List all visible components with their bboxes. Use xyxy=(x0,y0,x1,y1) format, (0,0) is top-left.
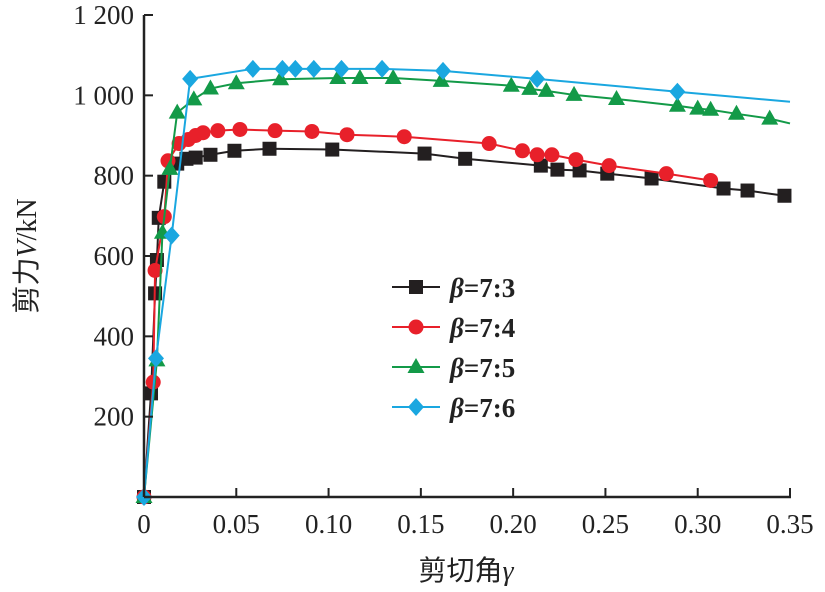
data-point xyxy=(188,150,203,165)
y-tick-label: 1 000 xyxy=(73,80,134,110)
data-point xyxy=(182,69,199,88)
data-point xyxy=(608,89,626,105)
data-point xyxy=(163,226,180,245)
series-line xyxy=(143,67,791,498)
x-tick-label: 0.30 xyxy=(674,509,721,539)
data-point xyxy=(669,82,686,101)
data-point xyxy=(374,59,391,78)
y-tick-label: 200 xyxy=(94,402,135,432)
data-point xyxy=(195,125,211,141)
data-point xyxy=(565,85,583,101)
data-point xyxy=(716,181,731,196)
series-circle xyxy=(136,121,719,505)
data-point xyxy=(568,152,584,168)
data-point xyxy=(287,59,304,78)
data-point xyxy=(272,70,290,86)
series-diamond xyxy=(136,59,791,506)
y-tick-label: 400 xyxy=(94,321,135,351)
data-point xyxy=(227,74,245,90)
data-point xyxy=(502,76,520,92)
series-line xyxy=(143,128,711,498)
data-point xyxy=(329,69,347,85)
x-tick-label: 0.05 xyxy=(213,509,260,539)
data-point xyxy=(333,59,350,78)
data-point xyxy=(761,109,779,125)
axes: 0 0.05 0.10 0.15 0.20 0.25 0.30 0.35 200 400 600 80… xyxy=(73,0,813,539)
data-point xyxy=(702,100,720,116)
legend: β=7:3 β=7:4 β=7:5 β=7:6 xyxy=(392,273,515,423)
data-point xyxy=(203,147,218,162)
data-point xyxy=(777,188,792,203)
x-tick-label: 0.25 xyxy=(582,509,629,539)
data-point xyxy=(274,59,291,78)
data-point xyxy=(384,69,402,85)
data-point xyxy=(544,147,560,163)
series-triangle xyxy=(135,69,791,503)
legend-item: β=7:6 xyxy=(392,393,515,423)
y-tick-label: 1 200 xyxy=(73,0,134,30)
data-point xyxy=(529,147,545,163)
legend-item: β=7:3 xyxy=(392,273,515,303)
legend-item: β=7:4 xyxy=(392,313,515,343)
data-point xyxy=(458,151,473,166)
y-tick-label: 600 xyxy=(94,241,135,271)
data-point xyxy=(210,123,226,139)
legend-label: β=7:3 xyxy=(449,273,515,303)
data-point xyxy=(396,129,412,145)
x-tick-label: 0.10 xyxy=(305,509,352,539)
legend-marker xyxy=(408,398,424,416)
legend-marker xyxy=(407,358,425,373)
data-point xyxy=(304,123,320,139)
data-point xyxy=(147,349,164,368)
y-axis-label: 剪力V/kN xyxy=(11,198,43,313)
data-point xyxy=(435,61,452,80)
legend-label: β=7:4 xyxy=(449,313,515,343)
data-point xyxy=(529,69,546,88)
legend-marker xyxy=(408,319,424,335)
data-point xyxy=(668,96,686,112)
x-tick-label: 0 xyxy=(137,509,151,539)
data-point xyxy=(727,104,745,120)
data-point xyxy=(232,121,248,137)
data-point xyxy=(689,99,707,115)
data-point xyxy=(201,79,219,95)
data-point xyxy=(550,162,565,177)
data-point xyxy=(537,81,555,97)
data-point xyxy=(351,69,369,85)
x-axis-label: 剪切角γ xyxy=(418,555,514,587)
plot-area xyxy=(135,59,792,506)
data-point xyxy=(339,127,355,143)
data-point xyxy=(267,123,283,139)
data-point xyxy=(227,143,242,158)
x-tick-label: 0.35 xyxy=(766,509,813,539)
data-point xyxy=(432,71,450,87)
legend-label: β=7:6 xyxy=(449,393,515,423)
data-point xyxy=(658,166,674,182)
data-point xyxy=(185,90,203,106)
legend-marker xyxy=(409,280,423,294)
data-point xyxy=(262,141,277,156)
data-point xyxy=(514,143,530,159)
data-point xyxy=(644,171,659,186)
data-point xyxy=(147,262,163,278)
x-tick-label: 0.20 xyxy=(490,509,537,539)
data-point xyxy=(325,142,340,157)
y-tick-label: 800 xyxy=(94,161,135,191)
data-point xyxy=(521,79,539,95)
data-point xyxy=(168,103,186,119)
data-point xyxy=(740,183,755,198)
data-point xyxy=(417,146,432,161)
data-point xyxy=(481,136,497,152)
data-point xyxy=(601,158,617,174)
data-point xyxy=(703,172,719,188)
data-point xyxy=(305,59,322,78)
data-point xyxy=(244,59,261,78)
legend-item: β=7:5 xyxy=(392,353,515,383)
legend-label: β=7:5 xyxy=(449,353,515,383)
x-tick-label: 0.15 xyxy=(397,509,444,539)
data-point xyxy=(161,159,179,175)
